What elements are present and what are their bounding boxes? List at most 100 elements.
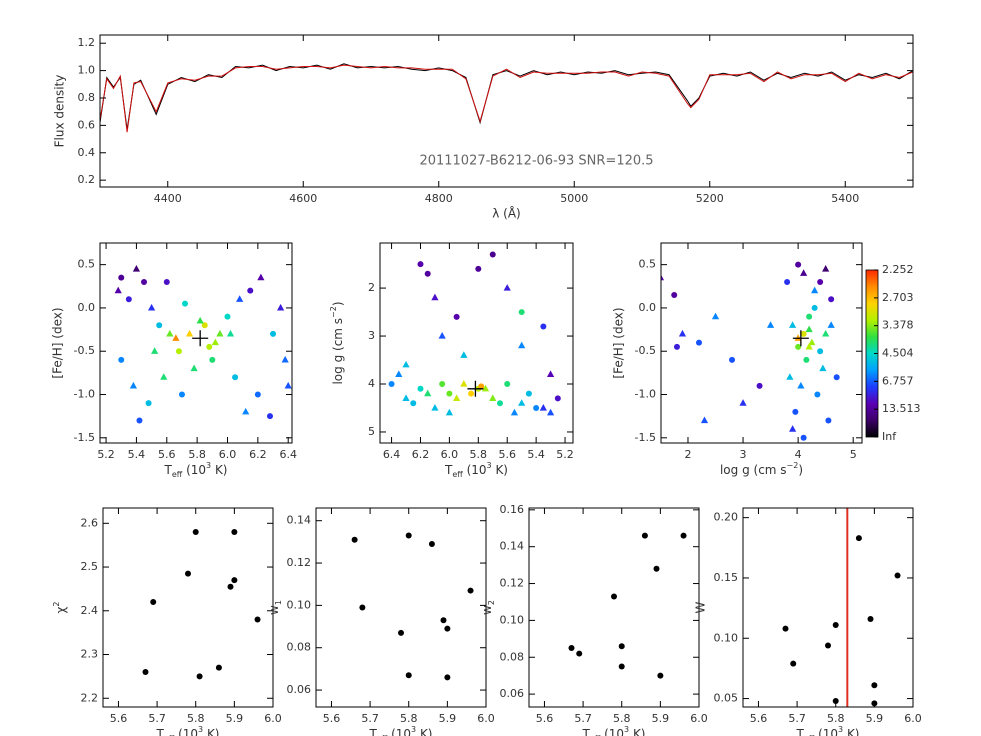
x-axis-label: λ (Å) bbox=[492, 206, 521, 221]
circle-point bbox=[209, 356, 216, 363]
point bbox=[142, 669, 149, 676]
axes-frame bbox=[99, 34, 914, 188]
axes-frame bbox=[102, 507, 274, 708]
circle-point bbox=[410, 400, 417, 407]
triangle-point bbox=[797, 381, 805, 389]
label-part: log g (cm s bbox=[720, 463, 787, 477]
point bbox=[576, 650, 583, 657]
axes-frame bbox=[528, 507, 700, 708]
y-tick-label: 0.06 bbox=[500, 687, 525, 700]
label-part: 3 bbox=[206, 461, 211, 470]
triangle-point bbox=[539, 403, 547, 411]
x-axis-label: Teff (103 K) bbox=[163, 461, 227, 479]
triangle-point bbox=[518, 341, 526, 349]
triangle-point bbox=[196, 316, 204, 324]
point bbox=[657, 672, 664, 679]
y-axis-label: Flux density bbox=[53, 75, 67, 148]
triangle-point bbox=[661, 274, 665, 281]
x-tick-label: 3 bbox=[740, 448, 747, 461]
circle-point bbox=[496, 400, 503, 407]
label-part: T bbox=[155, 727, 164, 736]
y-tick-label: 0.16 bbox=[500, 503, 525, 516]
triangle-point bbox=[794, 334, 802, 341]
triangle-point bbox=[453, 394, 461, 401]
label-part: T bbox=[368, 727, 377, 736]
circle-point bbox=[388, 381, 395, 388]
annotation: 20111027-B6212-06-93 SNR=120.5 bbox=[419, 154, 653, 169]
circle-point bbox=[232, 374, 239, 381]
label-part: eff bbox=[164, 734, 175, 736]
y-tick-label: 1.2 bbox=[78, 36, 96, 49]
y-tick-label: 0.12 bbox=[500, 577, 525, 590]
y-tick-label: -1.0 bbox=[635, 388, 656, 401]
triangle-point bbox=[678, 329, 687, 337]
point bbox=[185, 570, 191, 577]
point bbox=[254, 616, 261, 623]
x-tick-label: 6.0 bbox=[219, 448, 237, 461]
triangle-point bbox=[546, 370, 555, 378]
label-part: −2 bbox=[329, 306, 338, 318]
y-tick-label: 2.5 bbox=[81, 560, 99, 573]
circle-point bbox=[156, 322, 163, 329]
point bbox=[825, 642, 831, 649]
axes-frame bbox=[99, 242, 293, 444]
circle-point bbox=[533, 404, 540, 411]
x-tick-label: 5.2 bbox=[97, 448, 115, 461]
triangle-point bbox=[166, 329, 174, 337]
x-tick-label: 6.2 bbox=[412, 448, 430, 461]
plot-area bbox=[568, 532, 687, 679]
triangle-point bbox=[226, 329, 235, 337]
x-axis-label: Teff (103 K) bbox=[155, 725, 219, 736]
triangle-point bbox=[284, 381, 292, 389]
point bbox=[782, 625, 789, 632]
label-part: (10 bbox=[600, 727, 624, 736]
x-tick-label: 5 bbox=[850, 448, 857, 461]
circle-point bbox=[792, 408, 799, 415]
circle-point bbox=[254, 391, 261, 398]
x-axis-label: Teff (103 K) bbox=[795, 725, 859, 736]
colorbar-tick-label: 6.757 bbox=[882, 374, 914, 387]
plot-area bbox=[782, 508, 901, 707]
plot-area bbox=[100, 63, 913, 133]
triangle-point bbox=[800, 269, 808, 276]
label-part: K) bbox=[492, 463, 508, 477]
point bbox=[680, 532, 687, 539]
triangle-point bbox=[518, 399, 526, 406]
x-tick-label: 5.6 bbox=[536, 712, 554, 725]
circle-point bbox=[795, 343, 802, 350]
y-tick-label: 0.5 bbox=[639, 258, 657, 271]
triangle-point bbox=[277, 303, 285, 311]
x-axis-label: Teff (103 K) bbox=[581, 725, 645, 736]
triangle-point bbox=[242, 407, 250, 415]
y-tick-label: 5 bbox=[368, 425, 375, 438]
x-axis-label: log g (cm s−2) bbox=[720, 461, 803, 477]
triangle-point bbox=[172, 334, 180, 341]
label-part: T bbox=[581, 727, 590, 736]
x-tick-label: 6.2 bbox=[249, 448, 267, 461]
x-tick-label: 5.4 bbox=[128, 448, 146, 461]
y-tick-label: 0.8 bbox=[78, 91, 96, 104]
spectrum-line bbox=[100, 63, 913, 130]
label-part: w bbox=[480, 605, 494, 615]
label-part: (10 bbox=[387, 727, 411, 736]
triangle-point bbox=[460, 351, 468, 358]
circle-point bbox=[181, 300, 188, 307]
colorbar-tick-label: 2.703 bbox=[882, 291, 914, 304]
circle-point bbox=[201, 322, 208, 329]
label-part: eff bbox=[172, 470, 183, 479]
x-tick-label: 6.4 bbox=[279, 448, 297, 461]
label-part: log g (cm s bbox=[331, 318, 345, 385]
x-tick-label: 6.4 bbox=[383, 448, 401, 461]
point bbox=[405, 672, 412, 679]
circle-point bbox=[803, 356, 810, 363]
y-tick-label: 2.2 bbox=[81, 691, 99, 704]
x-tick-label: 5000 bbox=[560, 192, 588, 205]
y-tick-label: 0.08 bbox=[287, 641, 312, 654]
circle-point bbox=[175, 348, 182, 355]
triangle-point bbox=[819, 364, 827, 372]
triangle-point bbox=[438, 332, 446, 339]
circle-point bbox=[800, 330, 807, 337]
point bbox=[215, 664, 222, 671]
circle-point bbox=[671, 291, 678, 298]
y-tick-label: 0.06 bbox=[287, 683, 312, 696]
